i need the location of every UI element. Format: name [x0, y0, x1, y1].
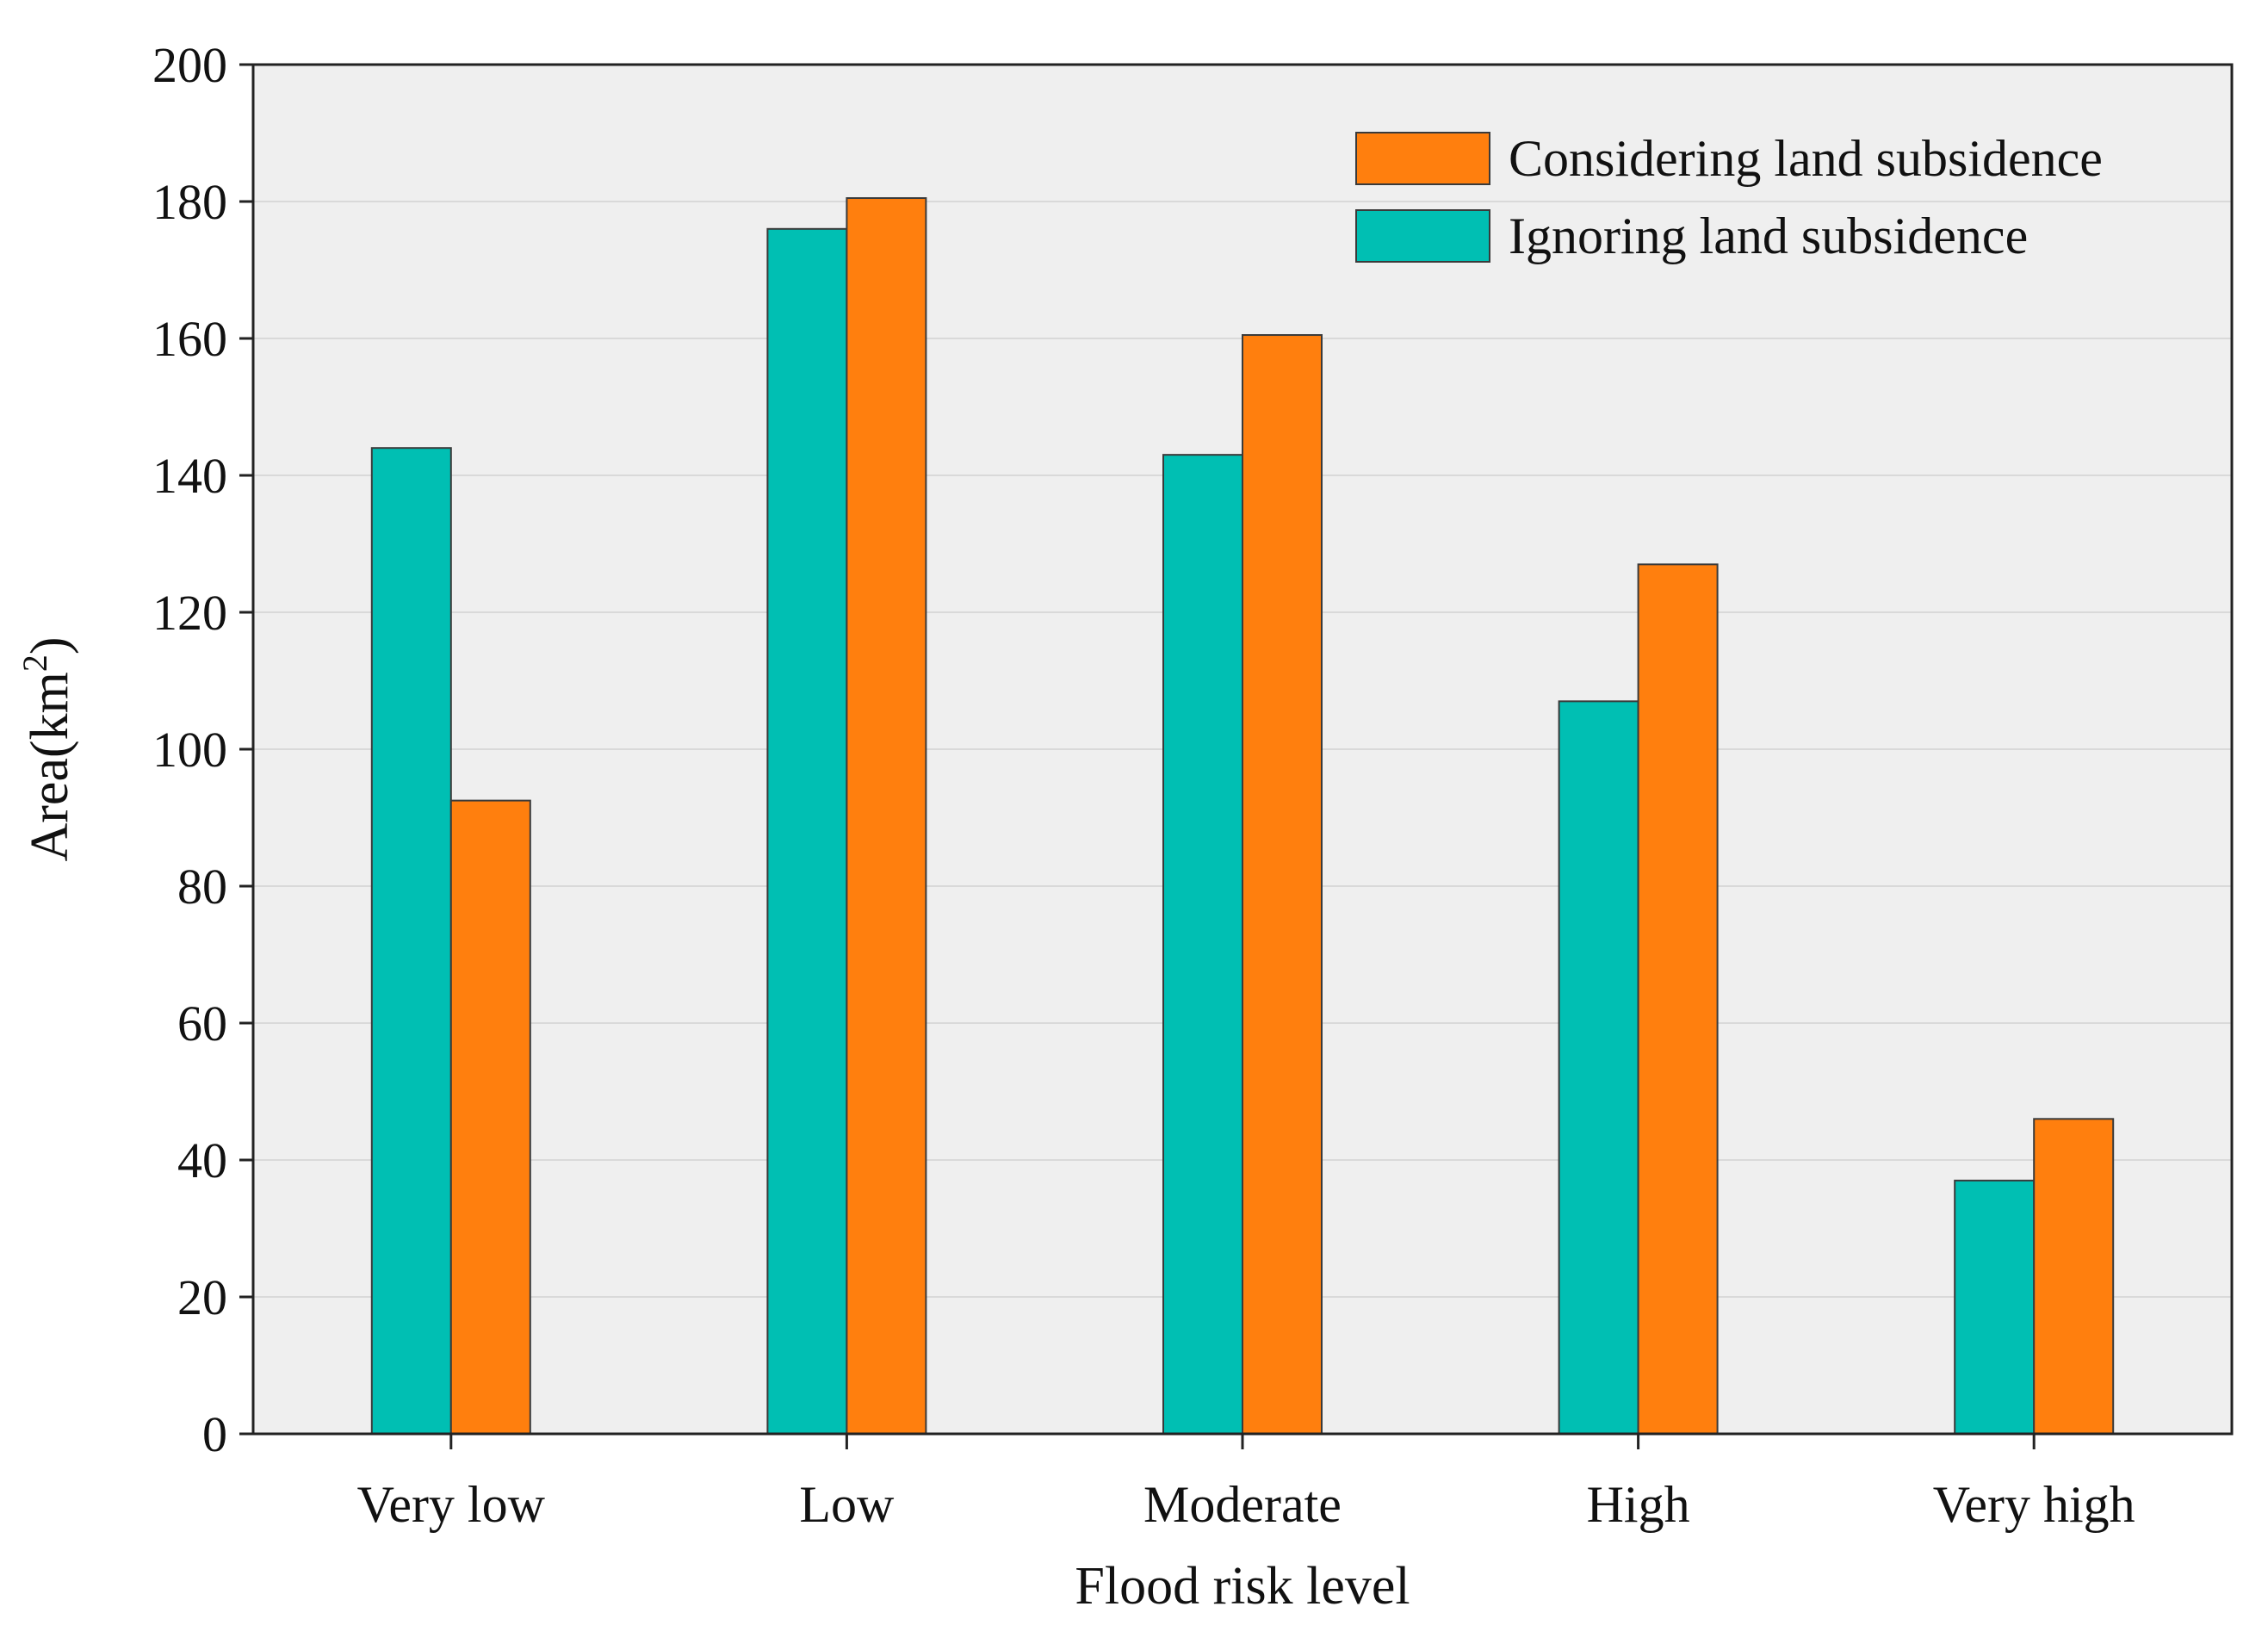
y-tick-label: 200 [152, 37, 227, 93]
y-tick-label: 20 [177, 1269, 227, 1325]
x-tick-label: Very high [1933, 1476, 2135, 1533]
y-tick-label: 0 [202, 1406, 227, 1462]
x-axis: Very low Low Moderate High Very high [357, 1434, 2135, 1533]
legend: Considering land subsidence Ignoring land… [1355, 130, 2103, 264]
legend-label-considering: Considering land subsidence [1509, 130, 2103, 187]
legend-swatch-ignoring [1355, 209, 1490, 263]
bar-considering-high [1637, 563, 1719, 1435]
legend-label-ignoring: Ignoring land subsidence [1509, 208, 2028, 264]
y-tick-label: 60 [177, 996, 227, 1051]
x-axis-label: Flood risk level [1075, 1557, 1410, 1616]
bar-considering-very-low [449, 799, 531, 1435]
bar-considering-moderate [1242, 334, 1323, 1435]
y-axis-label-base: Area(km [21, 672, 79, 861]
y-axis-label-superscript: 2 [15, 654, 54, 672]
bar-ignoring-high [1558, 700, 1639, 1435]
y-tick-label: 140 [152, 448, 227, 504]
legend-swatch-considering [1355, 132, 1490, 185]
y-tick-label: 160 [152, 311, 227, 367]
x-tick-label: Low [799, 1476, 895, 1533]
y-tick-label: 40 [177, 1132, 227, 1188]
y-tick-label: 180 [152, 174, 227, 230]
y-axis-label: Area(km2) [15, 637, 79, 862]
y-axis: 0 20 40 60 80 100 120 140 160 180 200 [152, 37, 253, 1462]
y-tick-label: 100 [152, 722, 227, 778]
x-tick-label: High [1587, 1476, 1690, 1533]
bar-considering-very-high [2033, 1118, 2115, 1436]
bar-considering-low [846, 197, 927, 1435]
y-tick-label: 120 [152, 585, 227, 641]
bar-ignoring-very-high [1954, 1179, 2036, 1435]
bars [370, 197, 2115, 1436]
x-tick-label: Moderate [1143, 1476, 1342, 1533]
bar-ignoring-very-low [370, 447, 452, 1436]
bar-ignoring-moderate [1162, 454, 1243, 1435]
bar-ignoring-low [766, 227, 848, 1435]
x-tick-label: Very low [357, 1476, 546, 1533]
y-tick-label: 80 [177, 859, 227, 915]
y-axis-label-close: ) [21, 637, 79, 655]
